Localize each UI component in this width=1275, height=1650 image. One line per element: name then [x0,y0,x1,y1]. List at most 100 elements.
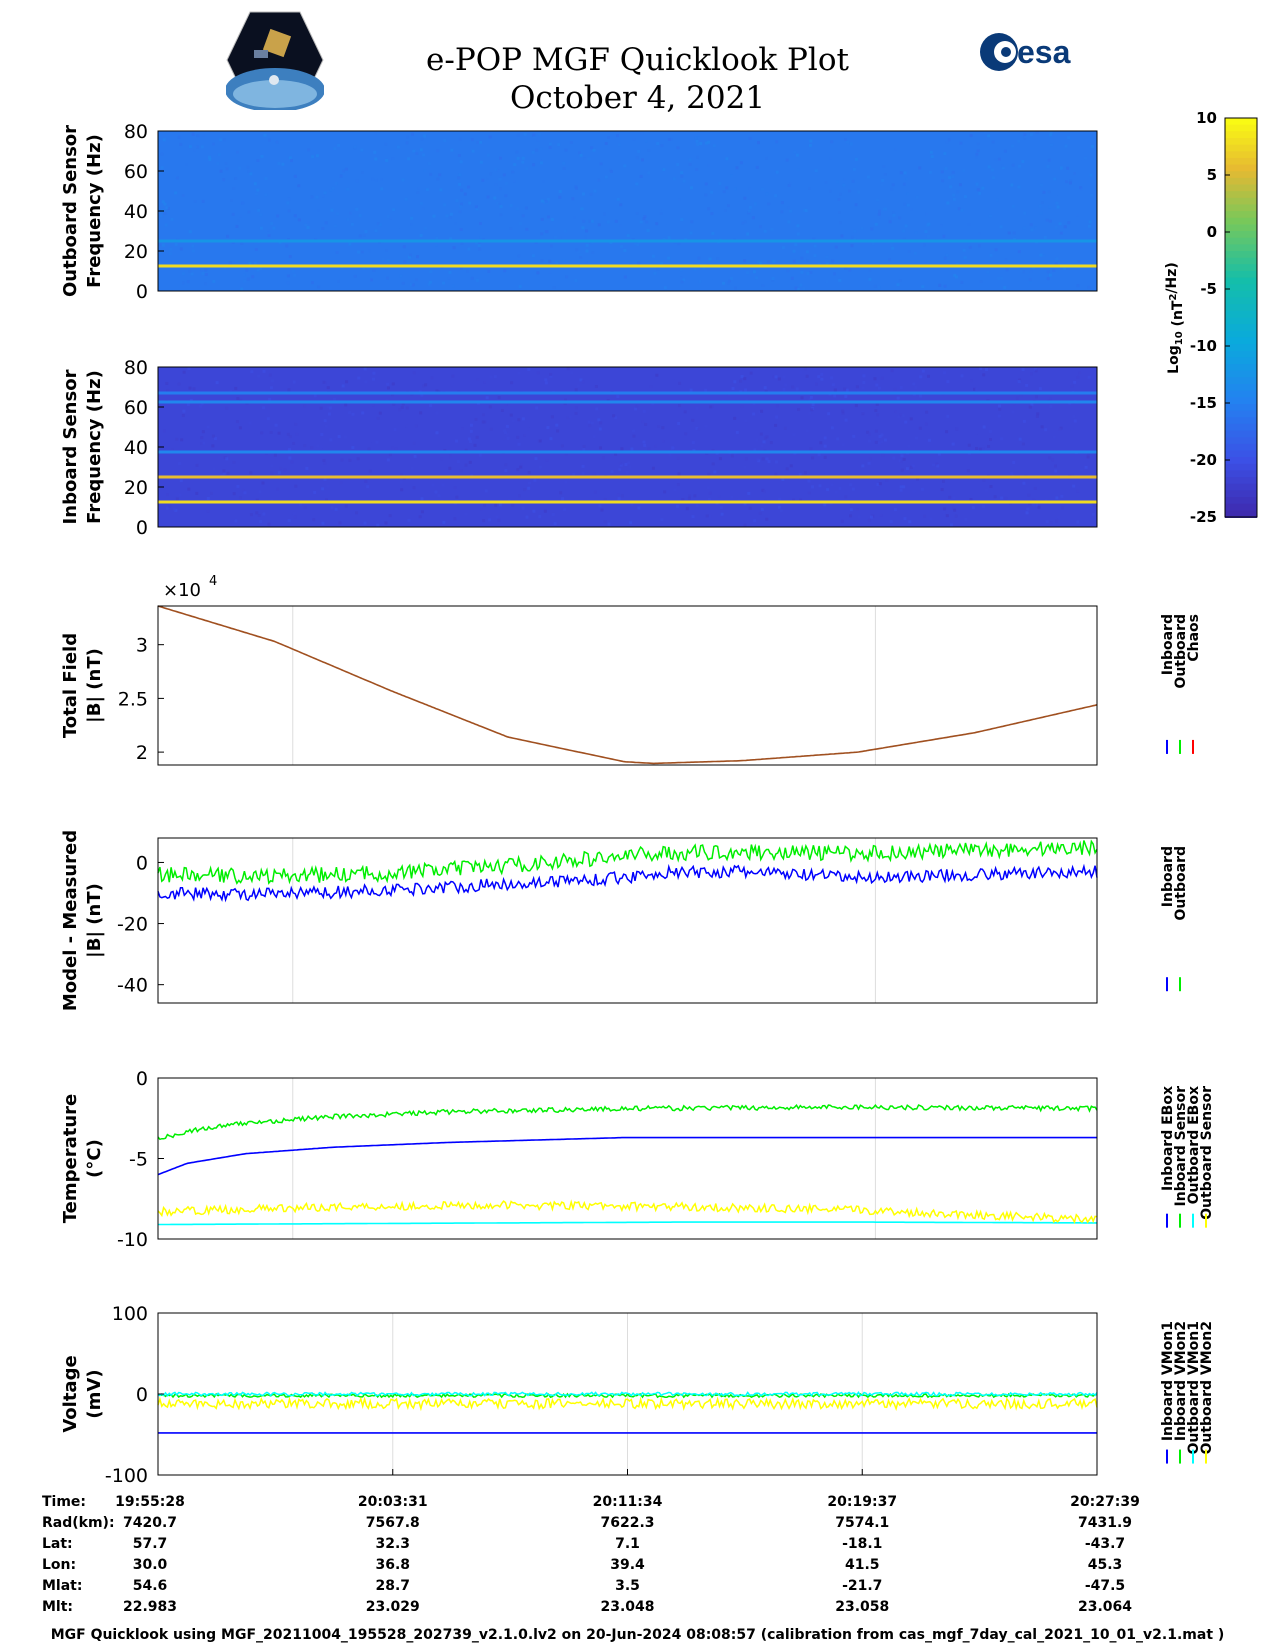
series-line-chaos [157,605,1098,765]
spectrogram-noise [232,492,236,496]
spectrogram-noise [445,214,449,218]
spectrogram-noise [620,447,624,451]
spectrogram-noise [881,453,885,457]
spectrogram-noise [269,430,273,434]
spectrogram-noise [988,438,992,442]
spectrogram-noise [1021,160,1025,164]
spectrogram-noise [1083,266,1087,270]
spectrogram-noise [831,259,835,263]
y-tick-label: 80 [124,121,148,143]
spectrogram-noise [915,195,919,199]
spectrogram-noise [733,380,737,384]
spectrogram-noise [989,253,993,257]
spectrogram-noise [848,189,852,193]
spectrogram-noise [344,504,348,508]
series-line-outboard-ebox [158,1221,1097,1226]
x-table-value: 54.6 [133,1578,168,1594]
spectrogram-noise [761,284,765,288]
spectrogram-noise [234,519,238,523]
spectrogram-noise [635,211,639,215]
spectrogram-noise [524,206,528,210]
spectrogram-noise [909,465,913,469]
y-axis-label-line: Temperature [60,1094,81,1223]
spectrogram-noise [651,254,655,258]
spectrogram-noise [190,272,194,276]
spectrogram-noise [909,207,913,211]
spectrogram-noise [637,506,641,510]
spectrogram-noise [429,172,433,176]
spectrogram-noise [489,172,493,176]
spectrogram-noise [475,435,479,439]
spectrogram-noise [217,153,221,157]
spectrogram-noise [179,479,183,483]
spectrogram-noise [211,444,215,448]
legend-label: Outboard [1173,846,1189,921]
spectrogram-noise [506,478,510,482]
x-table-value: 23.048 [600,1599,654,1615]
spectrogram-noise [606,220,610,224]
x-axis-table: Time: 19:55:28 20:03:31 20:11:34 20:19:37 20:… [42,1469,1140,1615]
spectrogram-noise [162,138,166,142]
spectrogram-noise [982,373,986,377]
spectrogram-noise [548,145,552,149]
colorbar-segment [1225,137,1257,146]
spectrogram-noise [733,452,737,456]
colorbar-tick-label: 5 [1207,166,1217,184]
spectrogram-noise [424,226,428,230]
colorbar-segment [1225,470,1257,479]
spectrogram-noise [363,521,367,525]
spectrogram-noise [1011,144,1015,148]
spectrogram-noise [647,447,651,451]
spectrogram-noise [257,374,261,378]
spectrogram-noise [1093,504,1097,508]
colorbar-segment [1225,364,1257,372]
spectrogram-noise [568,415,572,419]
spectrogram-noise [663,286,667,290]
cassiope-logo [225,10,325,112]
spectrogram-noise [591,251,595,255]
spectrogram-noise [617,497,621,501]
spectrogram-noise [447,276,451,280]
spectrogram-noise [799,371,803,375]
spectrogram-noise [1032,498,1036,502]
x-table-value: -47.5 [1085,1578,1125,1594]
spectrogram-noise [979,367,983,371]
spectrogram-noise [846,471,850,475]
spectrogram-noise [619,224,623,228]
spectrogram-noise [182,409,186,413]
spectrogram-noise [288,156,292,160]
spectrogram-noise [677,472,681,476]
spectrogram-noise [307,243,311,247]
spectrogram-noise [506,436,510,440]
spectrogram-noise [391,382,395,386]
spectrogram-noise [987,134,991,138]
spectrogram-noise [204,282,208,286]
spectrogram-noise [540,199,544,203]
series-line-inboard-ebox [157,1136,1097,1176]
spectrogram-noise [245,268,249,272]
spectrogram-noise [660,144,664,148]
spectrogram-noise [560,444,564,448]
spectrogram-noise [1025,511,1029,515]
spectrogram-noise [439,188,443,192]
spectrogram-noise [635,182,639,186]
spectrogram-noise [632,434,636,438]
spectrogram-noise [880,433,884,437]
spectrogram-noise [880,204,884,208]
spectrogram-noise [405,424,409,428]
spectrogram-noise [170,217,174,221]
y-tick-label: -5 [129,1149,148,1171]
spectrogram-noise [629,521,633,525]
spectrogram-noise [374,178,378,182]
spectrogram-noise [571,197,575,201]
spectrogram-noise [677,242,681,246]
spectrogram-noise [659,166,663,170]
spectrogram-noise [267,522,271,526]
spectrogram-noise [215,381,219,385]
spectrogram-noise [892,210,896,214]
spectrogram-noise [1063,225,1067,229]
spectrogram-noise [266,417,270,421]
